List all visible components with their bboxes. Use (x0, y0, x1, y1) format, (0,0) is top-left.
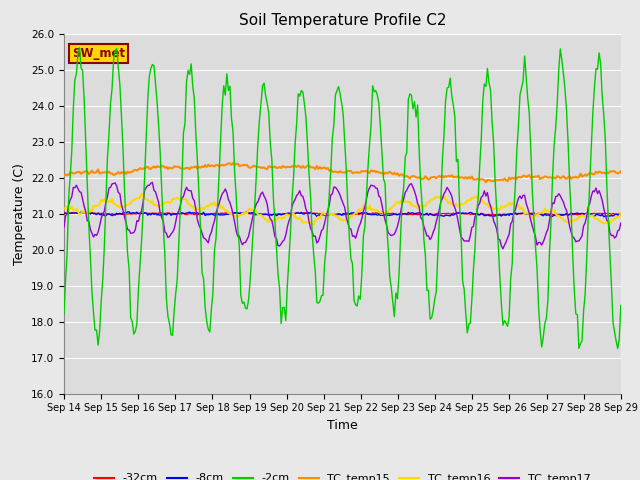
Text: SW_met: SW_met (72, 47, 125, 60)
Legend: -32cm, -8cm, -2cm, TC_temp15, TC_temp16, TC_temp17: -32cm, -8cm, -2cm, TC_temp15, TC_temp16,… (90, 469, 595, 480)
X-axis label: Time: Time (327, 419, 358, 432)
Y-axis label: Temperature (C): Temperature (C) (13, 163, 26, 264)
Title: Soil Temperature Profile C2: Soil Temperature Profile C2 (239, 13, 446, 28)
